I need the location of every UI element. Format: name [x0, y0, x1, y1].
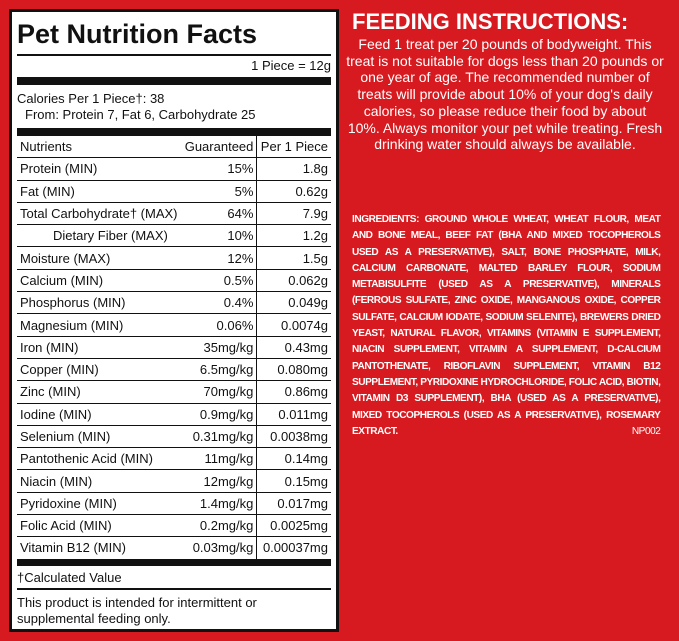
- feeding-note: This product is intended for intermitten…: [17, 594, 257, 626]
- nutrition-panel: Pet Nutrition Facts 1 Piece = 12g Calori…: [9, 9, 339, 632]
- product-code: NP002: [631, 425, 661, 437]
- per-piece-value: 0.049g: [256, 291, 331, 315]
- per-piece-value: 7.9g: [256, 202, 331, 226]
- nutrient-row: Magnesium (MIN) 0.06% 0.0074g: [17, 313, 331, 337]
- nutrition-title: Pet Nutrition Facts: [17, 12, 331, 56]
- calories: Calories Per 1 Piece†: 38: [17, 91, 165, 106]
- nutrient-name: Calcium (MIN): [17, 269, 182, 293]
- per-piece-value: 0.080mg: [256, 358, 331, 382]
- per-piece-value: 0.00037mg: [256, 536, 331, 560]
- guaranteed-value: 10%: [181, 224, 258, 248]
- guaranteed-value: 0.2mg/kg: [181, 514, 258, 538]
- nutrient-row: Iodine (MIN) 0.9mg/kg 0.011mg: [17, 403, 331, 426]
- per-piece-value: 1.5g: [256, 246, 331, 270]
- ingredients: INGREDIENTS: GROUND WHOLE WHEAT, WHEAT F…: [352, 212, 661, 440]
- nutrient-name: Vitamin B12 (MIN): [17, 536, 182, 560]
- table-header: Nutrients Guaranteed Per 1 Piece: [17, 136, 331, 159]
- nutrient-row: Phosphorus (MIN) 0.4% 0.049g: [17, 291, 331, 315]
- nutrient-row: Folic Acid (MIN) 0.2mg/kg 0.0025mg: [17, 514, 331, 538]
- nutrient-row: Zinc (MIN) 70mg/kg 0.86mg: [17, 380, 331, 404]
- per-piece-value: 0.14mg: [256, 447, 331, 471]
- per-piece-value: 1.8g: [256, 157, 331, 181]
- ingredients-text: GROUND WHOLE WHEAT, WHEAT FLOUR, MEAT AN…: [352, 214, 661, 437]
- nutrient-name: Copper (MIN): [17, 358, 182, 382]
- ingredients-label: INGREDIENTS:: [352, 214, 420, 225]
- nutrient-name: Iodine (MIN): [17, 403, 182, 426]
- nutrient-name: Iron (MIN): [17, 336, 182, 359]
- nutrient-name: Protein (MIN): [17, 157, 182, 181]
- guaranteed-value: 0.03mg/kg: [181, 536, 258, 560]
- nutrient-name: Selenium (MIN): [17, 425, 182, 449]
- guaranteed-value: 0.06%: [181, 313, 258, 337]
- feeding-title: FEEDING INSTRUCTIONS:: [352, 9, 629, 34]
- nutrient-row: Selenium (MIN) 0.31mg/kg 0.0038mg: [17, 425, 331, 449]
- nutrient-row: Iron (MIN) 35mg/kg 0.43mg: [17, 336, 331, 359]
- nutrient-name: Pyridoxine (MIN): [17, 492, 182, 516]
- per-piece-value: 0.15mg: [256, 469, 331, 493]
- nutrient-row: Protein (MIN) 15% 1.8g: [17, 157, 331, 181]
- nutrient-name: Fat (MIN): [17, 180, 182, 203]
- column-header: Per 1 Piece: [256, 136, 331, 159]
- column-header: Nutrients: [17, 136, 182, 159]
- per-piece-value: 1.2g: [256, 224, 331, 248]
- footnote: †Calculated Value: [17, 559, 331, 590]
- nutrient-name: Pantothenic Acid (MIN): [17, 447, 182, 471]
- guaranteed-value: 0.4%: [181, 291, 258, 315]
- nutrient-row: Total Carbohydrate† (MAX) 64% 7.9g: [17, 202, 331, 226]
- guaranteed-value: 5%: [181, 180, 258, 203]
- guaranteed-value: 12%: [181, 246, 258, 270]
- nutrient-row: Pyridoxine (MIN) 1.4mg/kg 0.017mg: [17, 492, 331, 516]
- nutrient-name: Phosphorus (MIN): [17, 291, 182, 315]
- per-piece-value: 0.0038mg: [256, 425, 331, 449]
- per-piece-value: 0.0025mg: [256, 514, 331, 538]
- nutrient-table: Nutrients Guaranteed Per 1 Piece Protein (M…: [17, 136, 331, 560]
- nutrient-name: Zinc (MIN): [17, 380, 182, 404]
- guaranteed-value: 0.5%: [181, 269, 258, 293]
- guaranteed-value: 35mg/kg: [181, 336, 258, 359]
- per-piece-value: 0.0074g: [256, 313, 331, 337]
- calories-from: From: Protein 7, Fat 6, Carbohydrate 25: [17, 107, 331, 136]
- nutrient-name: Dietary Fiber (MAX): [17, 224, 182, 248]
- nutrient-name: Moisture (MAX): [17, 246, 182, 270]
- nutrient-name: Folic Acid (MIN): [17, 514, 182, 538]
- guaranteed-value: 64%: [181, 202, 258, 226]
- nutrient-row: Copper (MIN) 6.5mg/kg 0.080mg: [17, 358, 331, 382]
- column-header: Guaranteed: [181, 136, 258, 159]
- guaranteed-value: 6.5mg/kg: [181, 358, 258, 382]
- guaranteed-value: 70mg/kg: [181, 380, 258, 404]
- per-piece-value: 0.011mg: [256, 403, 331, 426]
- nutrient-row: Moisture (MAX) 12% 1.5g: [17, 246, 331, 270]
- guaranteed-value: 11mg/kg: [181, 447, 258, 471]
- nutrient-row: Fat (MIN) 5% 0.62g: [17, 180, 331, 203]
- guaranteed-value: 0.9mg/kg: [181, 403, 258, 426]
- nutrient-name: Niacin (MIN): [17, 469, 182, 493]
- per-piece-value: 0.062g: [256, 269, 331, 293]
- nutrient-row: Niacin (MIN) 12mg/kg 0.15mg: [17, 469, 331, 493]
- nutrient-row: Vitamin B12 (MIN) 0.03mg/kg 0.00037mg: [17, 536, 331, 560]
- per-piece-value: 0.86mg: [256, 380, 331, 404]
- nutrient-name: Magnesium (MIN): [17, 313, 182, 337]
- guaranteed-value: 15%: [181, 157, 258, 181]
- feeding-text: Feed 1 treat per 20 pounds of bodyweight…: [346, 36, 664, 153]
- guaranteed-value: 1.4mg/kg: [181, 492, 258, 516]
- per-piece-value: 0.43mg: [256, 336, 331, 359]
- serving-size: 1 Piece = 12g: [17, 56, 331, 85]
- per-piece-value: 0.62g: [256, 180, 331, 203]
- nutrient-row: Dietary Fiber (MAX) 10% 1.2g: [17, 224, 331, 248]
- nutrient-row: Calcium (MIN) 0.5% 0.062g: [17, 269, 331, 293]
- nutrient-row: Pantothenic Acid (MIN) 11mg/kg 0.14mg: [17, 447, 331, 471]
- guaranteed-value: 12mg/kg: [181, 469, 258, 493]
- per-piece-value: 0.017mg: [256, 492, 331, 516]
- nutrient-name: Total Carbohydrate† (MAX): [17, 202, 182, 226]
- guaranteed-value: 0.31mg/kg: [181, 425, 258, 449]
